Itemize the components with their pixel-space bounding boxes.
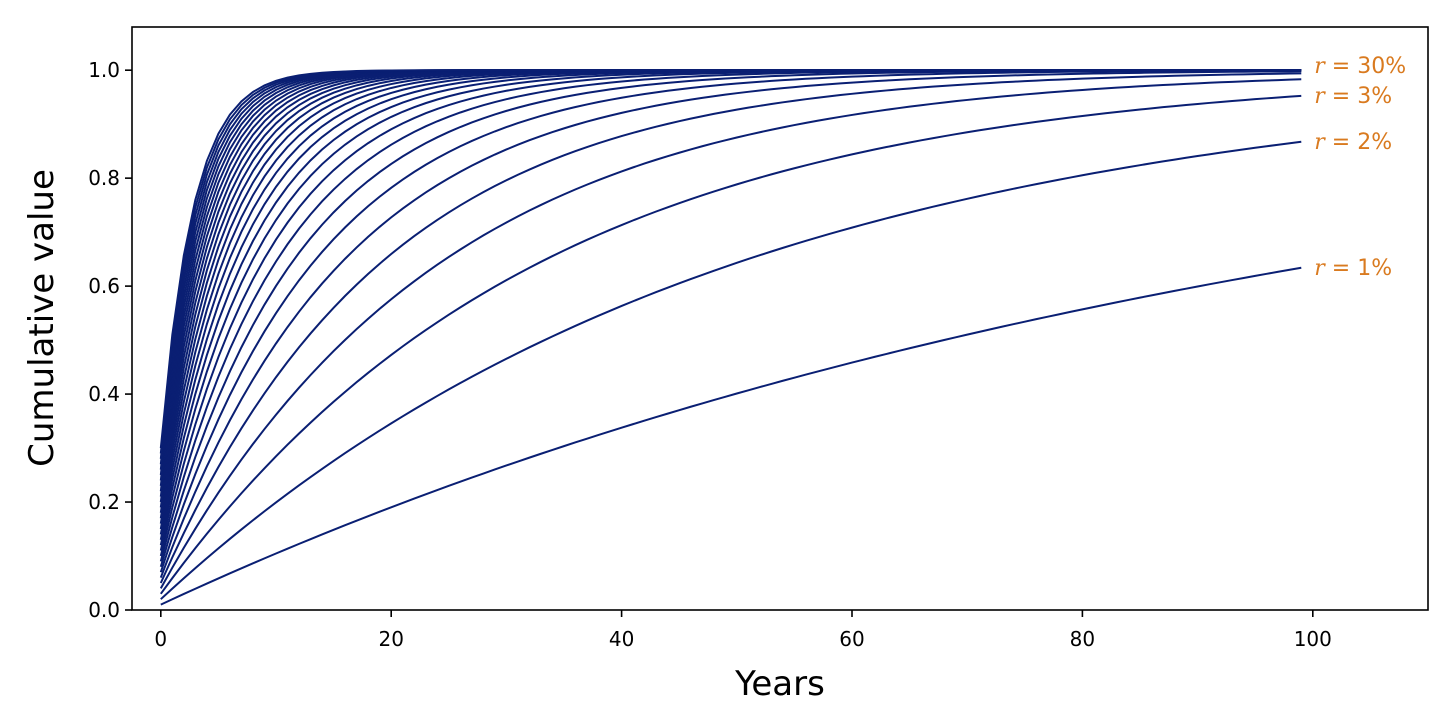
series-line-r-21 [159, 69, 1302, 497]
annotation-r-2: r = 2% [1314, 130, 1392, 155]
plot-frame [131, 26, 1429, 611]
series-line-r-3 [159, 94, 1302, 595]
annotation-r-1: r = 1% [1314, 256, 1392, 281]
series-lines [159, 69, 1302, 606]
y-tick-label: 0.4 [88, 382, 120, 406]
annotation-r-30: r = 30% [1314, 54, 1406, 79]
series-line-r-4 [159, 78, 1302, 589]
series-line-r-20 [159, 69, 1302, 503]
rate-annotations: r = 30% r = 3% r = 2% r = 1% [1314, 54, 1406, 281]
y-tick-label: 0.2 [88, 490, 120, 514]
x-tick-label: 80 [1070, 627, 1095, 651]
x-axis-label: Years [734, 664, 825, 704]
series-line-r-7 [159, 69, 1302, 573]
series-line-r-9 [159, 69, 1302, 562]
series-line-r-8 [159, 69, 1302, 568]
series-line-r-10 [159, 69, 1302, 557]
series-line-r-23 [159, 69, 1302, 486]
series-line-r-12 [159, 69, 1302, 546]
x-tick-label: 0 [154, 627, 167, 651]
y-tick-label: 0.6 [88, 274, 120, 298]
y-axis-ticks: 0.0 0.2 0.4 0.6 0.8 1.0 [88, 58, 132, 622]
x-tick-label: 40 [609, 627, 634, 651]
x-tick-label: 60 [839, 627, 864, 651]
series-line-r-2 [160, 140, 1302, 600]
series-line-r-1 [160, 266, 1302, 606]
x-tick-label: 20 [378, 627, 403, 651]
series-line-r-18 [159, 69, 1302, 513]
series-line-r-22 [159, 69, 1302, 492]
series-line-r-17 [159, 69, 1302, 519]
y-tick-label: 1.0 [88, 58, 120, 82]
y-tick-label: 0.8 [88, 166, 120, 190]
x-tick-label: 100 [1294, 627, 1332, 651]
x-axis-ticks: 0 20 40 60 80 100 [154, 610, 1332, 651]
series-line-r-6 [159, 70, 1302, 578]
y-axis-label: Cumulative value [22, 169, 62, 467]
series-line-r-5 [159, 72, 1302, 584]
series-line-r-30 [159, 69, 1302, 449]
series-line-r-19 [159, 69, 1302, 508]
y-tick-label: 0.0 [88, 598, 120, 622]
series-line-r-24 [159, 69, 1302, 481]
annotation-r-3: r = 3% [1314, 84, 1392, 109]
